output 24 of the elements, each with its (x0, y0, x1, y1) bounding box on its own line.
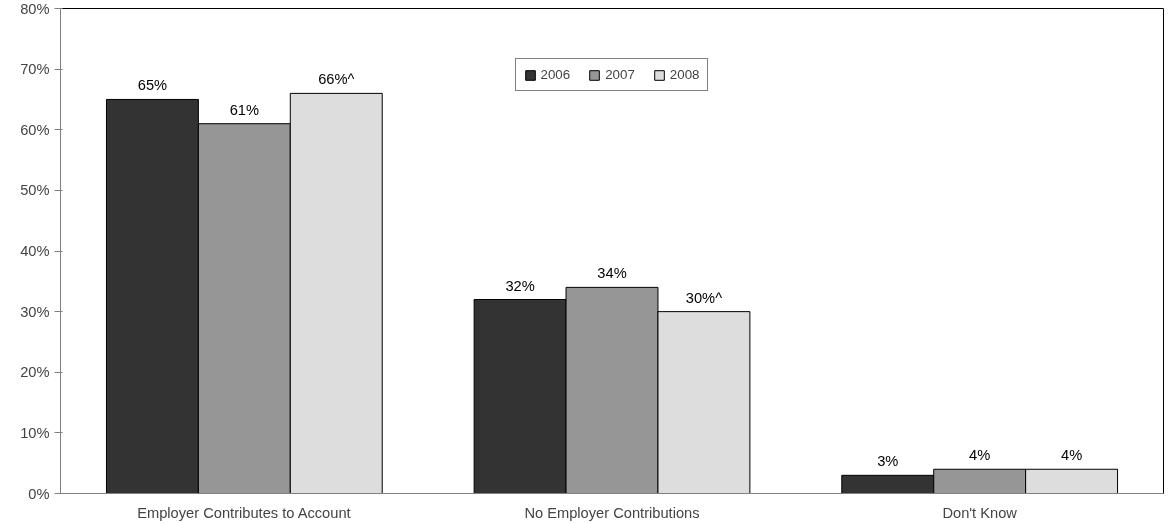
data-label: 4% (1060, 447, 1083, 464)
data-label: 66%^ (318, 71, 355, 88)
legend-label: 2007 (605, 67, 635, 82)
data-label: 3% (877, 453, 899, 470)
y-tick-label: 40% (20, 243, 50, 259)
y-tick-label: 20% (20, 364, 50, 381)
data-label: 65% (137, 77, 168, 94)
y-tick-label: 80% (20, 0, 50, 17)
data-label: 4% (969, 447, 991, 464)
data-label: 61% (229, 101, 260, 118)
legend-label: 2008 (669, 67, 700, 82)
y-tick-label: 30% (20, 303, 50, 320)
y-tick-label: 60% (20, 121, 50, 138)
x-tick-label: No Employer Contributions (524, 504, 700, 521)
y-tick-label: 70% (20, 61, 50, 78)
y-tick-label: 50% (20, 182, 50, 199)
data-label: 34% (597, 265, 627, 282)
y-tick-label: 0% (28, 485, 50, 502)
data-label: 32% (505, 277, 535, 294)
x-tick-label: Don't Know (942, 504, 1018, 521)
x-tick-label: Employer Contributes to Account (137, 504, 351, 521)
y-tick-label: 10% (20, 424, 50, 441)
data-label: 30%^ (685, 289, 723, 306)
legend-label: 2006 (540, 67, 571, 82)
